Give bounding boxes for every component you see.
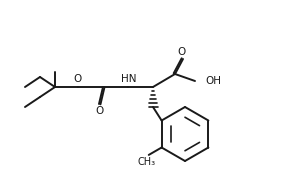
Text: O: O <box>95 106 103 116</box>
Text: CH₃: CH₃ <box>138 157 156 167</box>
Text: O: O <box>74 74 82 84</box>
Text: O: O <box>177 47 185 57</box>
Text: HN: HN <box>121 74 137 84</box>
Text: OH: OH <box>205 76 221 86</box>
